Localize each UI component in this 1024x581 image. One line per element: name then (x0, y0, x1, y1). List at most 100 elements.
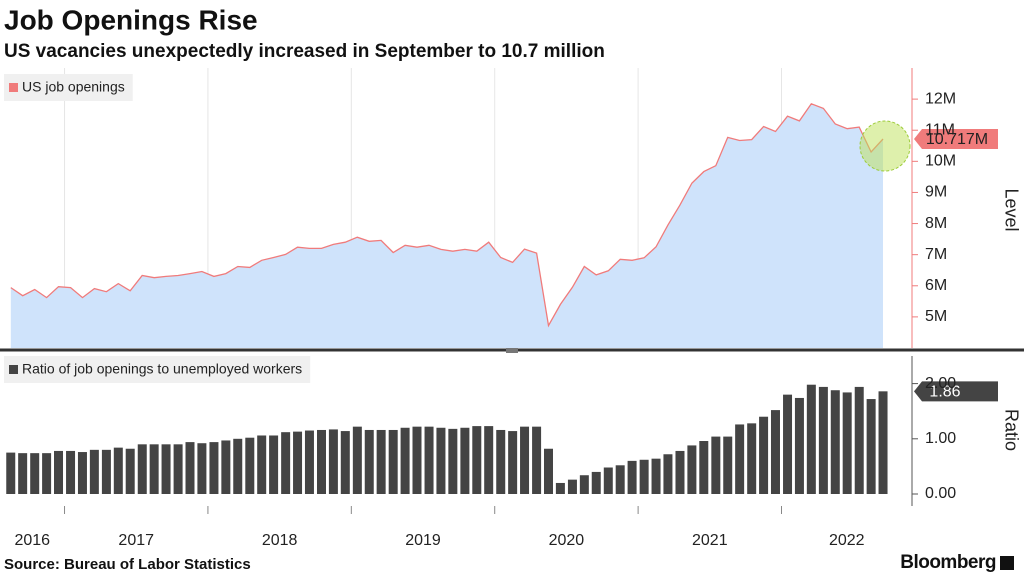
y-tick-label: 9M (925, 184, 947, 201)
bar (424, 426, 434, 494)
bar (161, 444, 171, 494)
bar (615, 465, 625, 494)
bar (543, 448, 553, 494)
last-value-tag (914, 381, 998, 402)
legend-swatch (9, 365, 18, 374)
y-tick-label: 11M (925, 121, 955, 138)
legend-box (4, 74, 133, 101)
bar (520, 426, 530, 494)
bar (101, 449, 111, 494)
bar (806, 384, 816, 494)
bar (400, 427, 410, 494)
panel-handle (506, 347, 518, 353)
y-tick-label: 12M (925, 90, 956, 107)
bar (30, 453, 40, 494)
x-tick-label: 2019 (405, 532, 441, 549)
series-line (10, 103, 884, 328)
x-tick-label: 2017 (118, 532, 154, 549)
y-tick-label: 2.00 (925, 375, 956, 392)
bar (412, 426, 422, 494)
bar (448, 428, 458, 494)
bar (532, 426, 542, 494)
bar (185, 442, 195, 494)
bar (77, 452, 87, 494)
bar (89, 449, 99, 494)
bar (675, 450, 685, 494)
bar (6, 452, 16, 494)
area-fill (10, 103, 884, 348)
brand: Bloomberg (900, 552, 996, 573)
legend-label: US job openings (22, 79, 125, 95)
y-tick-label: 7M (925, 246, 947, 263)
bar (18, 453, 28, 494)
bar (149, 444, 159, 494)
bar (496, 429, 506, 494)
bar (735, 424, 745, 494)
bar (269, 435, 279, 494)
y-tick-label: 6M (925, 277, 947, 294)
source: Source: Bureau of Labor Statistics (4, 556, 251, 573)
bar (352, 426, 362, 494)
last-value-tag (914, 129, 998, 150)
bar (209, 442, 219, 494)
bar (627, 460, 637, 494)
bar (830, 390, 840, 494)
bar (854, 386, 864, 494)
last-value-label: 10.717M (926, 131, 988, 148)
bar (603, 467, 613, 494)
bar (460, 427, 470, 494)
bar (687, 445, 697, 494)
bar (472, 426, 482, 494)
bar (42, 453, 52, 494)
chart-subtitle: US vacancies unexpectedly increased in S… (4, 41, 605, 62)
bar (555, 482, 565, 494)
bar (137, 444, 147, 494)
bar (747, 423, 757, 494)
bar (293, 431, 303, 494)
bar (388, 429, 398, 494)
x-tick-label: 2021 (692, 532, 728, 549)
x-tick-label: 2018 (262, 532, 298, 549)
chart-title: Job Openings Rise (4, 4, 258, 35)
bar (783, 394, 793, 494)
y-axis-title: Ratio (1001, 409, 1021, 451)
bar (340, 431, 350, 494)
bar (281, 432, 291, 494)
bar (770, 410, 780, 494)
bar (316, 429, 326, 494)
y-tick-label: 5M (925, 308, 947, 325)
bar (221, 440, 231, 494)
bar (54, 450, 64, 494)
y-tick-label: 0.00 (925, 485, 956, 502)
bar (125, 448, 135, 494)
bar (304, 430, 314, 494)
bar (113, 447, 123, 494)
bar (699, 441, 709, 494)
bar (257, 435, 267, 494)
bar (651, 458, 661, 494)
bar (866, 399, 876, 494)
bar (328, 429, 338, 494)
bar (711, 436, 721, 494)
bar (364, 429, 374, 494)
x-tick-label: 2016 (14, 532, 50, 549)
legend-swatch (9, 83, 18, 92)
bar (794, 397, 804, 494)
bar (173, 444, 183, 494)
x-tick-label: 2022 (829, 532, 865, 549)
bar (723, 436, 733, 494)
last-value-label: 1.86 (929, 384, 960, 401)
y-axis-title: Level (1001, 188, 1021, 231)
bar (663, 454, 673, 494)
brand-mark (1000, 556, 1014, 570)
legend-box (4, 356, 311, 383)
bar (878, 391, 888, 494)
highlight-circle (859, 120, 911, 172)
y-tick-label: 1.00 (925, 430, 956, 447)
bar (245, 437, 255, 494)
bar (376, 429, 386, 494)
bar (639, 459, 649, 494)
bar (436, 427, 446, 494)
